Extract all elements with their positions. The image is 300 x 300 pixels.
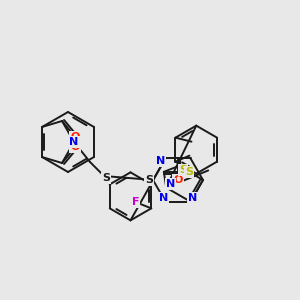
Text: O: O [70, 132, 80, 142]
Text: N: N [156, 156, 165, 166]
Text: S: S [145, 175, 153, 185]
Text: O: O [173, 175, 183, 185]
Text: F: F [131, 197, 139, 207]
Text: S: S [102, 173, 110, 183]
Text: S: S [185, 167, 193, 177]
Text: N: N [188, 193, 197, 203]
Text: N: N [69, 137, 79, 147]
Text: S: S [179, 165, 187, 175]
Text: N: N [166, 179, 175, 189]
Text: O: O [70, 142, 80, 152]
Text: N: N [159, 193, 168, 203]
